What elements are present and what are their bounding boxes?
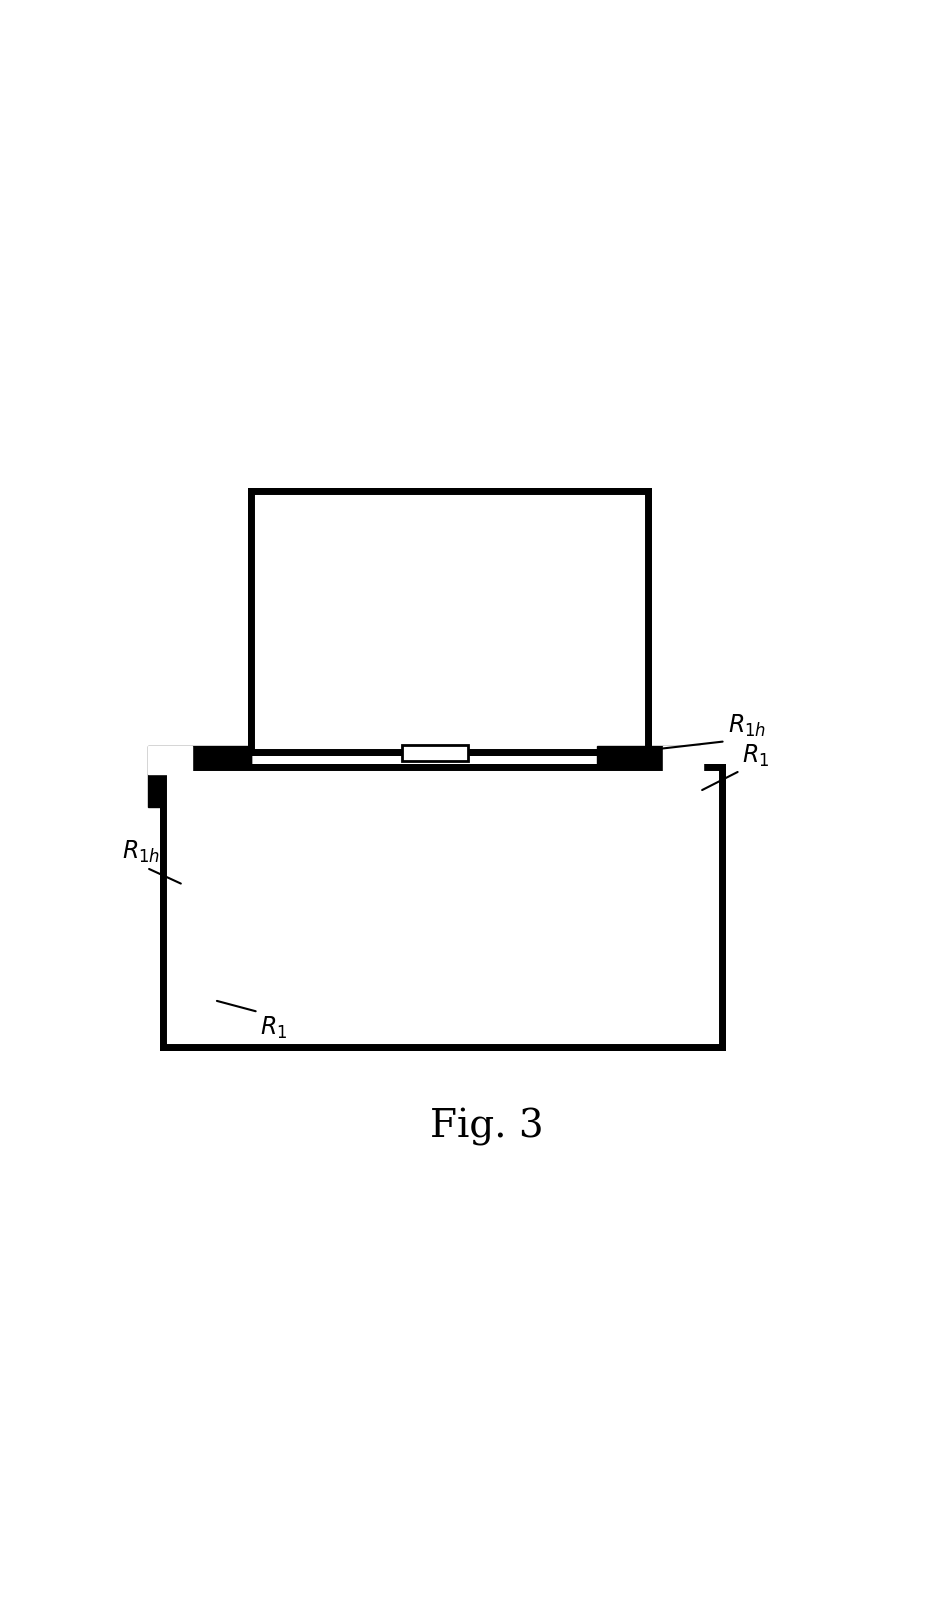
Bar xyxy=(401,745,468,761)
Bar xyxy=(163,1015,721,1046)
Bar xyxy=(277,496,607,737)
Bar xyxy=(163,768,721,1046)
Bar xyxy=(163,768,721,1046)
Bar xyxy=(199,932,685,1015)
Bar xyxy=(356,945,434,964)
Text: $R_{1}$: $R_{1}$ xyxy=(742,744,770,769)
Text: $R_{1h}$: $R_{1h}$ xyxy=(728,713,766,739)
Bar xyxy=(662,747,703,774)
Bar xyxy=(309,771,574,963)
Bar xyxy=(605,753,626,774)
Bar xyxy=(309,771,574,963)
Bar xyxy=(277,496,607,737)
Bar xyxy=(251,491,648,753)
Text: $R_{1h}$: $R_{1h}$ xyxy=(122,838,160,865)
Bar xyxy=(148,747,251,774)
Bar xyxy=(148,774,277,807)
Bar xyxy=(455,945,529,964)
Bar xyxy=(597,747,699,774)
Bar xyxy=(251,491,648,753)
Bar xyxy=(163,932,199,1046)
Text: $R_{1}$: $R_{1}$ xyxy=(260,1015,288,1041)
Bar xyxy=(229,753,251,774)
Bar xyxy=(309,771,574,963)
Bar xyxy=(571,774,699,807)
Bar xyxy=(199,932,685,1015)
Bar xyxy=(148,747,192,774)
Bar xyxy=(685,932,721,1046)
Text: Fig. 3: Fig. 3 xyxy=(430,1108,543,1146)
